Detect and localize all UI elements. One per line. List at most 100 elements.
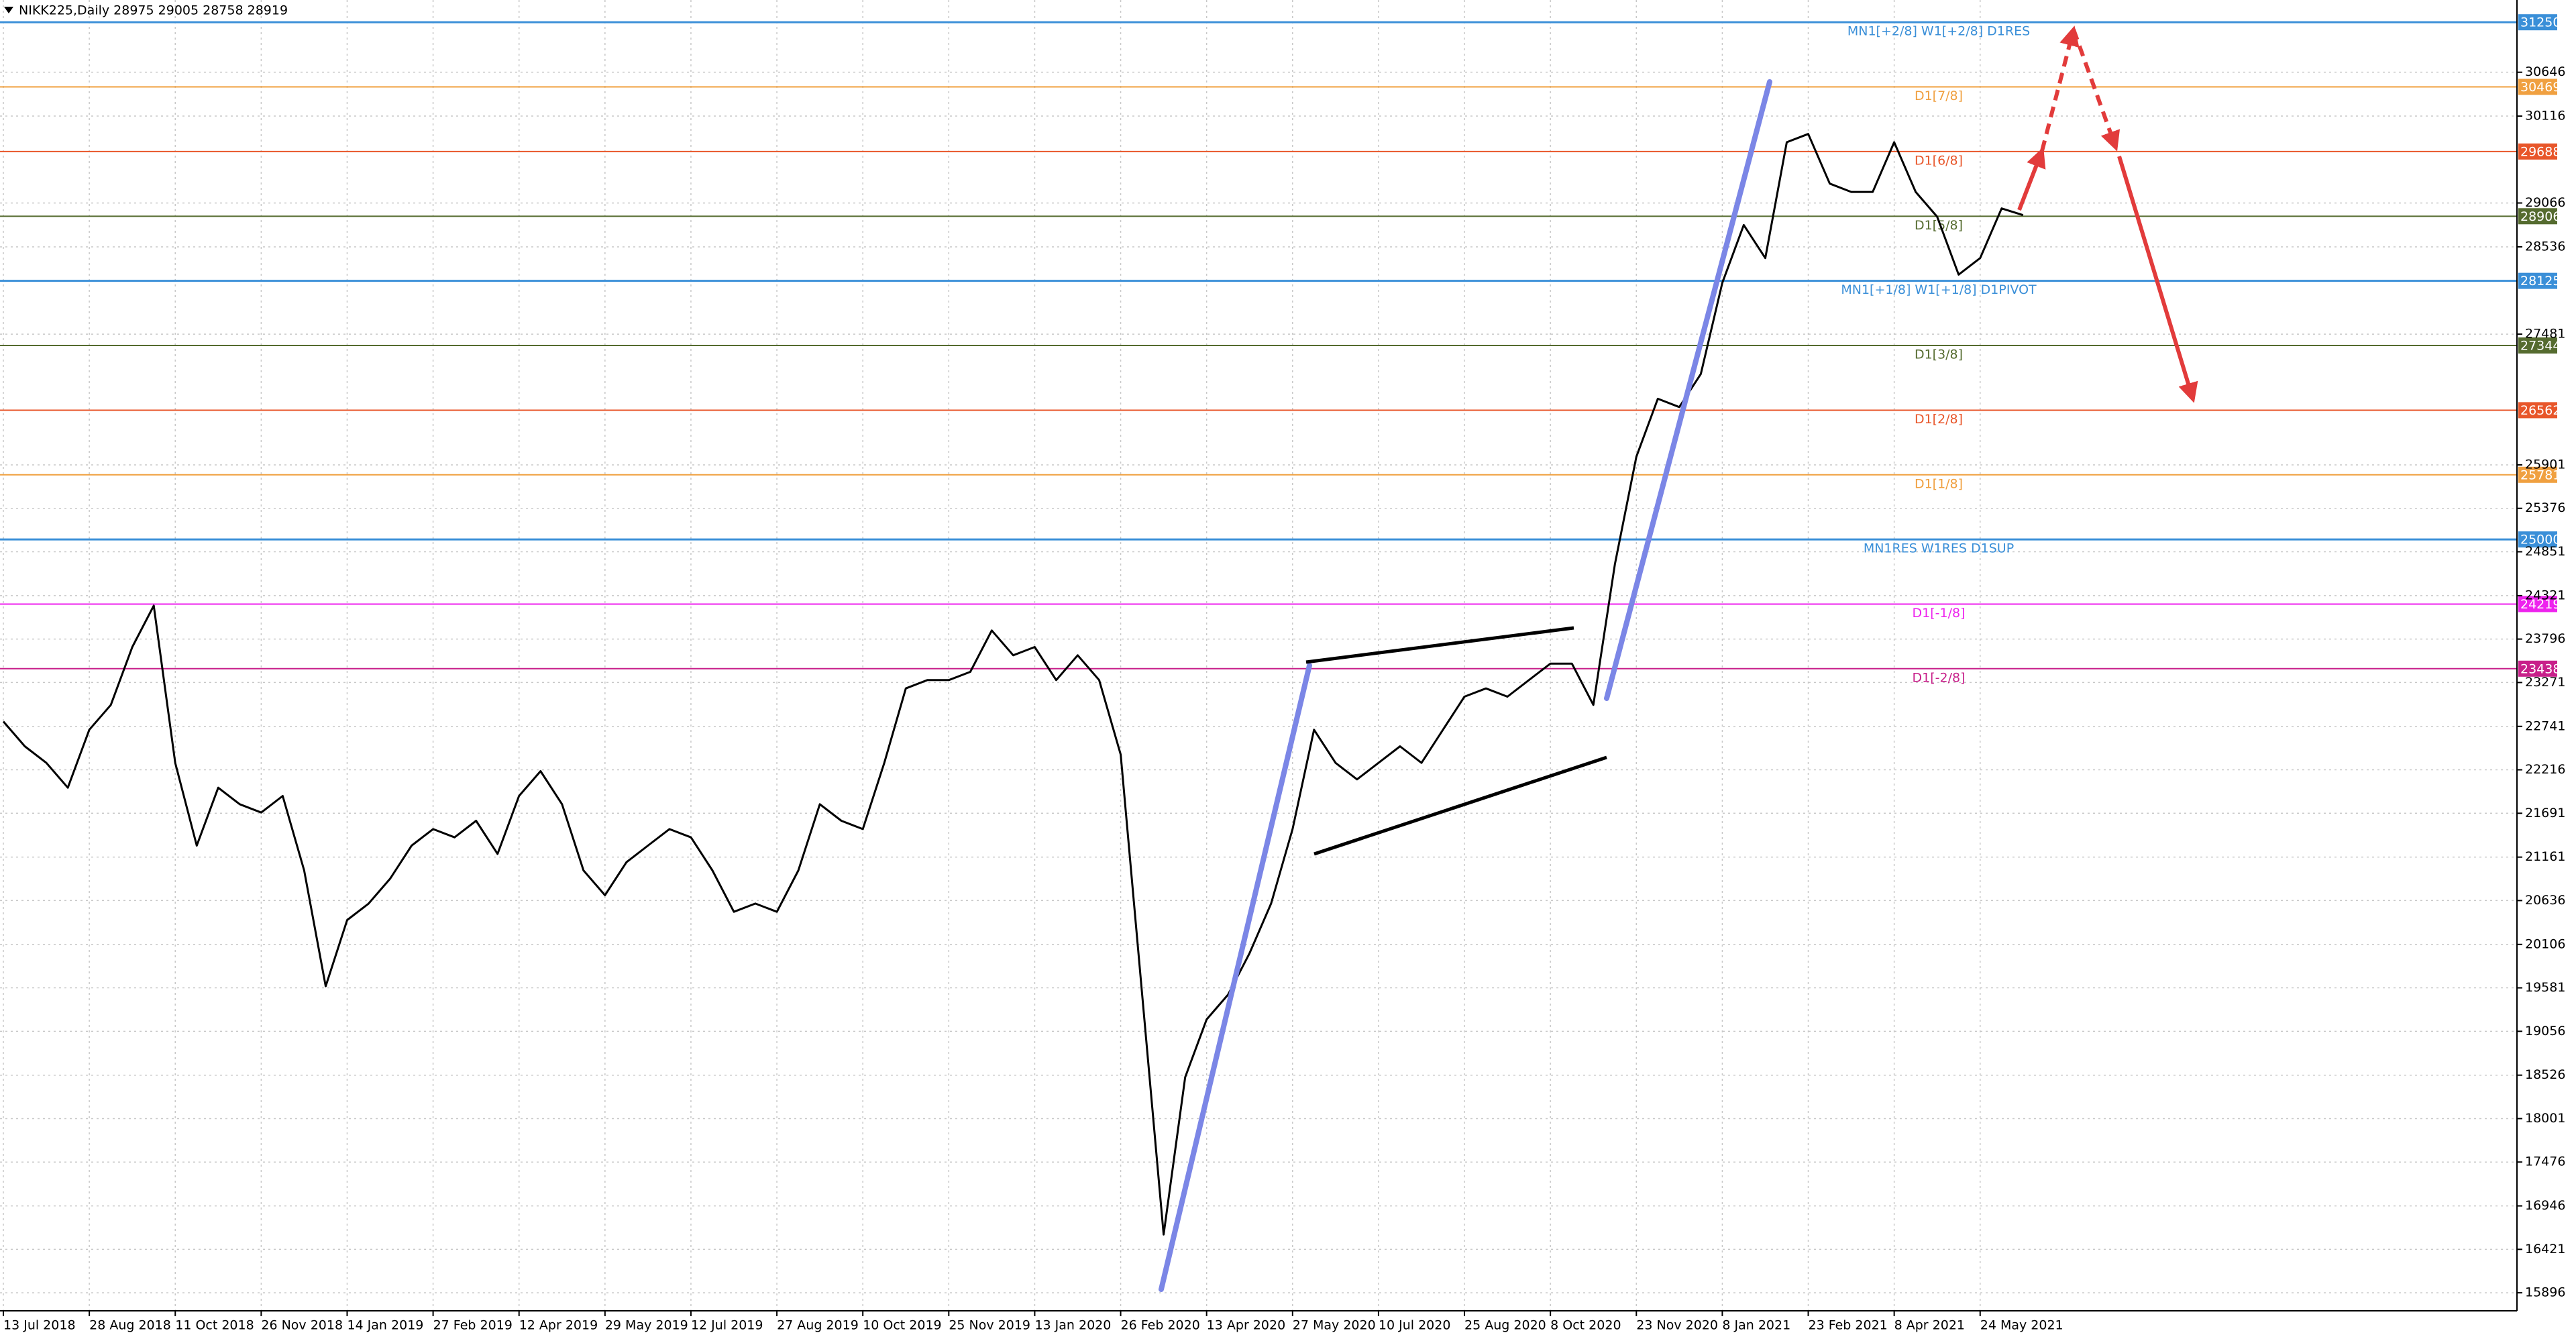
level-price-label: 27344: [2520, 338, 2561, 353]
level-price-box: [2518, 78, 2557, 95]
level-label: D1[6/8]: [1915, 153, 1963, 168]
level-price-box: [2518, 208, 2557, 225]
annotations: [1159, 25, 2198, 1292]
level-price-label: 31250: [2520, 15, 2561, 30]
level-label: D1[5/8]: [1915, 218, 1963, 233]
y-tick-label: 20106: [2525, 936, 2565, 951]
x-tick-label: 27 Aug 2019: [777, 1318, 859, 1333]
x-tick-label: 8 Apr 2021: [1894, 1318, 1965, 1333]
x-tick-label: 24 May 2021: [1980, 1318, 2063, 1333]
y-tick-label: 28536: [2525, 239, 2565, 254]
title-icon: [4, 7, 13, 13]
level-label: D1[7/8]: [1915, 89, 1963, 103]
level-price-box: [2518, 143, 2557, 160]
level-label: D1[-2/8]: [1913, 670, 1966, 685]
wedge-line: [1313, 755, 1607, 856]
x-tick-label: 13 Apr 2020: [1207, 1318, 1285, 1333]
x-tick-label: 26 Nov 2018: [261, 1318, 343, 1333]
y-tick-label: 18001: [2525, 1111, 2565, 1126]
y-tick-label: 30116: [2525, 109, 2565, 123]
level-price-label: 28906: [2520, 209, 2561, 224]
x-tick-label: 26 Feb 2020: [1121, 1318, 1200, 1333]
y-tick-label: 17476: [2525, 1155, 2565, 1169]
x-tick-label: 25 Nov 2019: [949, 1318, 1030, 1333]
y-tick-label: 22741: [2525, 718, 2565, 733]
x-tick-label: 27 Feb 2019: [433, 1318, 513, 1333]
y-tick-label: 23796: [2525, 631, 2565, 646]
level-price-label: 30469: [2520, 80, 2561, 95]
y-tick-label: 23271: [2525, 675, 2565, 690]
level-price-label: 29688: [2520, 144, 2561, 159]
x-tick-label: 14 Jan 2019: [347, 1318, 423, 1333]
level-price-box: [2518, 272, 2557, 289]
y-tick-label: 20636: [2525, 893, 2565, 908]
grid: [0, 0, 2517, 1311]
x-tick-label: 12 Jul 2019: [691, 1318, 763, 1333]
level-label: MN1[+2/8] W1[+2/8] D1RES: [1847, 24, 2030, 39]
level-price-label: 25000: [2520, 533, 2561, 547]
level-price-label: 24219: [2520, 597, 2561, 612]
chart-title: NIKK225,Daily 28975 29005 28758 28919: [19, 3, 288, 18]
level-price-box: [2518, 14, 2557, 31]
x-tick-label: 25 Aug 2020: [1464, 1318, 1546, 1333]
level-label: D1[2/8]: [1915, 412, 1963, 427]
level-price-label: 23438: [2520, 661, 2561, 676]
y-tick-label: 27481: [2525, 327, 2565, 341]
level-price-label: 25781: [2520, 468, 2561, 482]
forecast-arrow: [2017, 147, 2046, 211]
y-tick-label: 16946: [2525, 1198, 2565, 1213]
price: [2, 133, 2024, 1236]
level-label: MN1RES W1RES D1SUP: [1864, 541, 2014, 556]
y-tick-label: 15896: [2525, 1285, 2565, 1300]
forecast-arrow: [2040, 25, 2080, 152]
y-tick-label: 22216: [2525, 762, 2565, 777]
level-price-box: [2518, 531, 2557, 548]
trend-line: [1604, 79, 1772, 701]
level-label: D1[1/8]: [1915, 476, 1963, 491]
price-line: [2, 133, 2024, 1236]
level-label: D1[3/8]: [1915, 347, 1963, 362]
y-tick-label: 29066: [2525, 195, 2565, 210]
y-tick-label: 21161: [2525, 849, 2565, 864]
x-tick-label: 28 Aug 2018: [89, 1318, 171, 1333]
levels: MN1[+2/8] W1[+2/8] D1RES 31250 D1[7/8] 3046…: [0, 14, 2561, 685]
level-price-box: [2518, 337, 2557, 354]
x-tick-label: 23 Nov 2020: [1636, 1318, 1718, 1333]
y-tick-label: 25376: [2525, 500, 2565, 515]
level-price-box: [2518, 596, 2557, 612]
y-tick-label: 24321: [2525, 588, 2565, 602]
x-tick-label: 8 Jan 2021: [1722, 1318, 1790, 1333]
level-price-box: [2518, 660, 2557, 677]
x-tick-label: 13 Jul 2018: [3, 1318, 76, 1333]
x-tick-label: 12 Apr 2019: [519, 1318, 598, 1333]
forecast-arrow: [2117, 156, 2198, 403]
x-tick-label: 11 Oct 2018: [175, 1318, 254, 1333]
x-tick-label: 27 May 2020: [1293, 1318, 1376, 1333]
trend-line: [1159, 663, 1312, 1292]
y-tick-label: 30646: [2525, 64, 2565, 79]
level-price-box: [2518, 466, 2557, 483]
level-label: MN1[+1/8] W1[+1/8] D1PIVOT: [1841, 282, 2037, 297]
level-price-box: [2518, 402, 2557, 419]
y-tick-label: 25901: [2525, 457, 2565, 472]
y-tick-label: 24851: [2525, 544, 2565, 559]
level-price-label: 28125: [2520, 274, 2561, 288]
wedge-line: [1305, 626, 1574, 664]
y-tick-label: 19581: [2525, 980, 2565, 995]
x-tick-label: 8 Oct 2020: [1550, 1318, 1621, 1333]
y-tick-label: 19056: [2525, 1024, 2565, 1038]
x-tick-label: 10 Jul 2020: [1379, 1318, 1451, 1333]
x-tick-label: 23 Feb 2021: [1809, 1318, 1888, 1333]
level-price-label: 26562: [2520, 403, 2561, 418]
x-tick-label: 29 May 2019: [605, 1318, 688, 1333]
x-tick-label: 10 Oct 2019: [863, 1318, 941, 1333]
level-label: D1[-1/8]: [1913, 606, 1966, 621]
forecast-arrow: [2072, 28, 2121, 152]
y-tick-label: 21691: [2525, 806, 2565, 820]
x-tick-label: 13 Jan 2020: [1034, 1318, 1111, 1333]
y-tick-label: 16421: [2525, 1242, 2565, 1256]
y-tick-label: 18526: [2525, 1067, 2565, 1082]
